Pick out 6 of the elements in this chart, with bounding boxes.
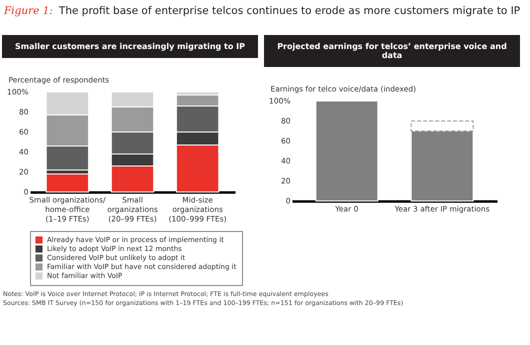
caption: Figure 1: <box>4 5 53 17</box>
bar <box>315 100 378 202</box>
chart-title: Projected earnings for telcos’ enterprise voice and data <box>264 35 520 67</box>
text: The profit base of enterprise telcos continues to erode as more customers migrate to IP <box>58 5 520 17</box>
chart-title: Smaller customers are increasingly migrating to IP <box>2 35 258 58</box>
bar <box>46 174 90 192</box>
